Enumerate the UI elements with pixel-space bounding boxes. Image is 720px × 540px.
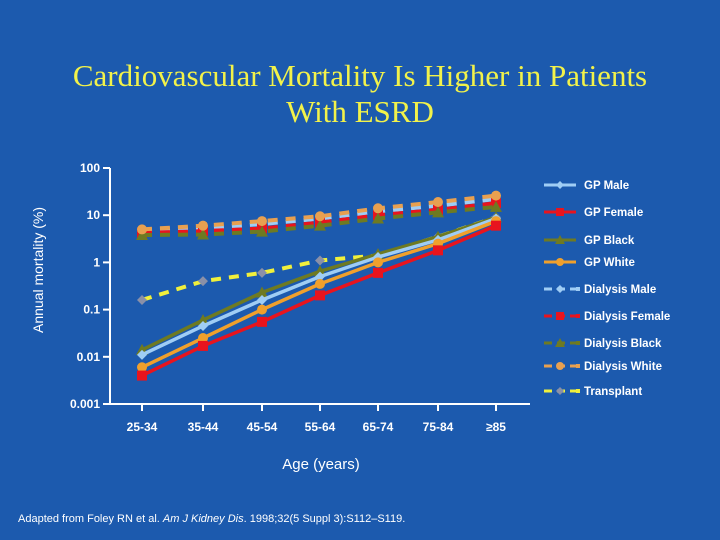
legend: GP Male GP Female GP Black GP White Dialysis… <box>544 180 670 398</box>
data-point-gp-white <box>315 278 325 289</box>
data-point-dialysis-white <box>257 216 267 227</box>
series-dialysis-white <box>137 190 501 235</box>
data-point-gp-white <box>373 257 383 268</box>
data-point-gp-female <box>198 340 208 351</box>
legend-marker <box>556 312 564 320</box>
data-point-gp-black <box>197 314 209 326</box>
data-point-gp-white <box>198 333 208 344</box>
data-point-gp-female <box>373 267 383 278</box>
data-point-dialysis-black <box>197 228 209 240</box>
data-point-gp-female <box>315 290 325 301</box>
legend-swatch-dot <box>576 287 580 291</box>
source-citation: Adapted from Foley RN et al. Am J Kidney… <box>18 513 405 525</box>
data-point-dialysis-black <box>372 212 384 224</box>
data-point-transplant <box>198 276 208 287</box>
source-prefix: Adapted from Foley RN et al. <box>18 513 163 525</box>
data-point-gp-black <box>314 265 326 277</box>
legend-marker <box>556 258 564 266</box>
data-point-gp-male <box>257 294 267 305</box>
series-gp-female <box>137 220 501 381</box>
data-point-gp-male <box>198 320 208 331</box>
source-suffix: . 1998;32(5 Suppl 3):S112–S119. <box>243 513 406 525</box>
y-tick-label: 1 <box>93 255 100 269</box>
chart-title: Cardiovascular Mortality Is Higher in Pa… <box>0 58 720 130</box>
legend-item-gp-female: GP Female <box>544 207 643 219</box>
data-point-gp-white <box>257 304 267 315</box>
legend-item-dialysis-male: Dialysis Male <box>544 284 656 296</box>
data-point-dialysis-black <box>136 229 148 241</box>
x-tick-label: 75-84 <box>423 420 454 434</box>
legend-marker <box>556 362 564 370</box>
data-point-gp-female <box>137 370 147 381</box>
x-tick-label: 65-74 <box>363 420 394 434</box>
data-point-gp-white <box>137 362 147 373</box>
data-point-dialysis-white <box>137 224 147 235</box>
title-line-1: Cardiovascular Mortality Is Higher in Pa… <box>72 58 648 93</box>
legend-item-transplant: Transplant <box>544 386 642 398</box>
data-point-gp-male <box>315 271 325 282</box>
legend-marker <box>556 387 564 395</box>
data-point-gp-male <box>137 349 147 360</box>
legend-label: GP Black <box>584 235 635 247</box>
series-layer <box>136 190 502 381</box>
source-journal: Am J Kidney Dis <box>162 513 244 525</box>
legend-label: Dialysis Male <box>584 284 656 296</box>
data-point-transplant <box>257 267 267 278</box>
legend-swatch-dot <box>576 314 580 318</box>
data-point-dialysis-black <box>432 206 444 218</box>
legend-item-dialysis-female: Dialysis Female <box>544 311 670 323</box>
data-point-dialysis-white <box>198 220 208 231</box>
legend-marker <box>555 235 565 244</box>
legend-item-gp-white: GP White <box>544 257 635 269</box>
x-tick-label: 35-44 <box>188 420 219 434</box>
data-point-gp-female <box>433 245 443 256</box>
data-point-transplant <box>137 294 147 305</box>
legend-label: Dialysis Black <box>584 338 662 350</box>
y-tick-label: 10 <box>87 208 101 222</box>
data-point-dialysis-black <box>490 200 502 212</box>
x-tick-label: 55-64 <box>305 420 336 434</box>
legend-swatch-dot <box>576 341 580 345</box>
data-point-dialysis-black <box>256 225 268 237</box>
x-tick-label: 25-34 <box>127 420 158 434</box>
legend-swatch-dot <box>576 389 580 393</box>
x-tick-label: ≥85 <box>486 420 506 434</box>
data-point-dialysis-white <box>491 190 501 201</box>
legend-label: GP White <box>584 257 635 269</box>
y-tick-label: 0.01 <box>77 350 101 364</box>
data-point-gp-female <box>491 220 501 231</box>
legend-marker <box>556 208 564 216</box>
series-dialysis-black <box>136 200 502 241</box>
data-point-gp-black <box>256 286 268 298</box>
legend-swatch-dot <box>576 364 580 368</box>
data-point-transplant <box>315 255 325 266</box>
legend-marker <box>555 338 565 347</box>
legend-marker <box>556 285 564 293</box>
y-tick-label: 0.1 <box>83 303 100 317</box>
data-point-dialysis-white <box>373 203 383 214</box>
x-axis-label: Age (years) <box>282 456 360 473</box>
legend-item-gp-male: GP Male <box>544 180 629 192</box>
legend-item-dialysis-white: Dialysis White <box>544 361 662 373</box>
legend-item-dialysis-black: Dialysis Black <box>544 338 662 350</box>
data-point-dialysis-white <box>315 211 325 222</box>
data-point-dialysis-black <box>314 219 326 231</box>
y-tick-label: 100 <box>80 161 100 175</box>
legend-label: Transplant <box>584 386 642 398</box>
legend-item-gp-black: GP Black <box>544 235 635 247</box>
data-point-gp-female <box>257 316 267 327</box>
legend-label: GP Female <box>584 207 643 219</box>
data-point-dialysis-white <box>433 197 443 208</box>
legend-label: Dialysis Female <box>584 311 670 323</box>
axes: 100 10 1 0.1 0.01 0.001 25-34 35-44 45-54 55-64 65… <box>70 161 530 434</box>
legend-label: GP Male <box>584 180 629 192</box>
x-tick-label: 45-54 <box>247 420 278 434</box>
legend-label: Dialysis White <box>584 361 662 373</box>
y-tick-label: 0.001 <box>70 397 100 411</box>
legend-marker <box>556 181 564 189</box>
title-line-2: With ESRD <box>286 94 434 129</box>
